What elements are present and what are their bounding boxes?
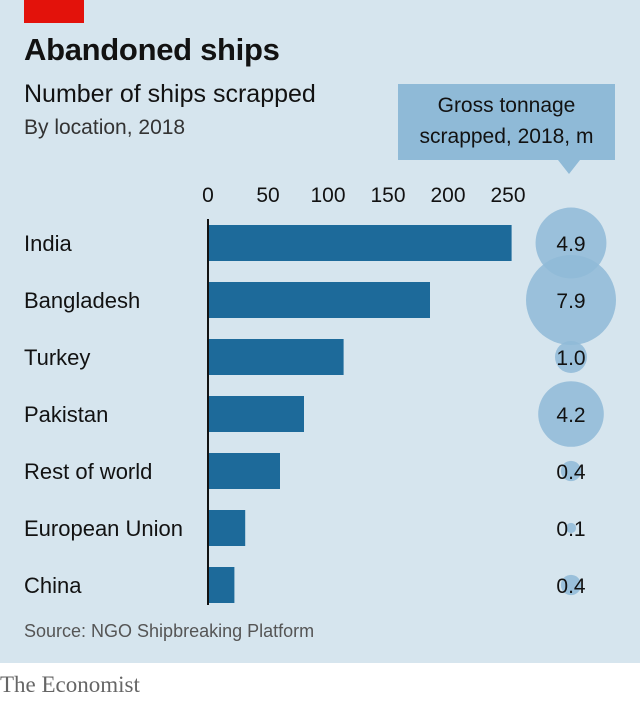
tonnage-bubble [560, 574, 582, 596]
tonnage-label: 0.4 [556, 575, 586, 598]
x-tick-label: 250 [490, 184, 525, 207]
tonnage-callout-pointer [558, 160, 580, 174]
bar [208, 510, 246, 546]
chart-subtitle: Number of ships scrapped [24, 80, 316, 108]
x-tick-label: 150 [370, 184, 405, 207]
brand-wordmark: The Economist [0, 672, 140, 697]
tonnage-bubble [538, 381, 604, 447]
category-label: European Union [24, 516, 183, 541]
category-label: Bangladesh [24, 288, 140, 313]
tonnage-label: 7.9 [556, 290, 585, 313]
chart-title: Abandoned ships [24, 32, 280, 67]
bar [208, 282, 430, 318]
bar-chart: 0 50 100 150 200 250 India Bangladesh Turkey Pak… [24, 184, 616, 605]
source-note: Source: NGO Shipbreaking Platform [24, 621, 315, 641]
tonnage-label: 4.2 [556, 404, 585, 427]
category-label: Rest of world [24, 459, 152, 484]
x-tick-label: 200 [430, 184, 465, 207]
tonnage-callout-text: Gross tonnage scrapped, 2018, m [419, 94, 594, 148]
tonnage-bubble [565, 522, 577, 534]
category-label: Turkey [24, 345, 90, 370]
tonnage-label: 1.0 [556, 347, 585, 370]
category-label: India [24, 231, 72, 256]
tonnage-label: 4.9 [556, 233, 585, 256]
bar [208, 225, 512, 261]
tonnage-callout: Gross tonnage scrapped, 2018, m [398, 84, 615, 160]
x-tick-label: 50 [256, 184, 279, 207]
bar [208, 453, 280, 489]
tonnage-bubble [526, 255, 616, 345]
bar [208, 567, 235, 603]
tonnage-label: 0.1 [556, 518, 585, 541]
category-label: China [24, 573, 82, 598]
tonnage-bubble [560, 460, 582, 482]
x-tick-label: 0 [202, 184, 214, 207]
chart-subsubtitle: By location, 2018 [24, 116, 186, 139]
brand-red-tag [24, 0, 84, 23]
tonnage-bubble [554, 340, 588, 374]
category-label: Pakistan [24, 402, 108, 427]
bar [208, 396, 304, 432]
tonnage-label: 0.4 [556, 461, 586, 484]
bar [208, 339, 344, 375]
x-tick-label: 100 [310, 184, 345, 207]
